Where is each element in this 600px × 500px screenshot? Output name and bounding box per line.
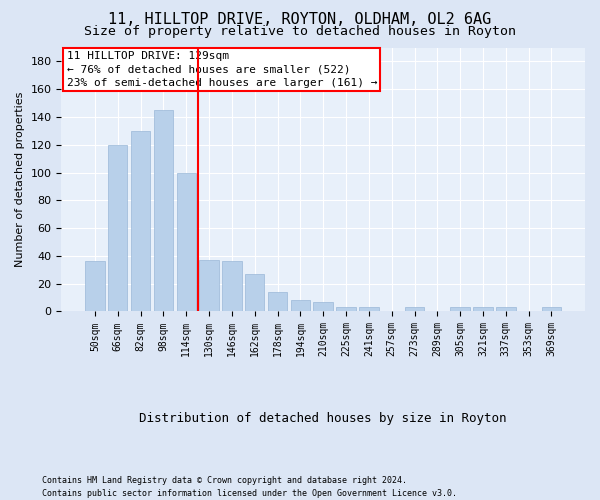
- Bar: [222, 262, 242, 312]
- Bar: [542, 308, 561, 312]
- Bar: [268, 292, 287, 312]
- Text: Contains public sector information licensed under the Open Government Licence v3: Contains public sector information licen…: [42, 488, 457, 498]
- Bar: [451, 308, 470, 312]
- Bar: [337, 308, 356, 312]
- Text: Contains HM Land Registry data © Crown copyright and database right 2024.: Contains HM Land Registry data © Crown c…: [42, 476, 407, 485]
- Bar: [199, 260, 219, 312]
- Text: 11, HILLTOP DRIVE, ROYTON, OLDHAM, OL2 6AG: 11, HILLTOP DRIVE, ROYTON, OLDHAM, OL2 6…: [109, 12, 491, 28]
- Bar: [313, 302, 333, 312]
- Bar: [131, 131, 150, 312]
- Bar: [473, 308, 493, 312]
- Text: 11 HILLTOP DRIVE: 129sqm
← 76% of detached houses are smaller (522)
23% of semi-: 11 HILLTOP DRIVE: 129sqm ← 76% of detach…: [67, 52, 377, 88]
- Bar: [176, 172, 196, 312]
- Text: Size of property relative to detached houses in Royton: Size of property relative to detached ho…: [84, 25, 516, 38]
- Bar: [290, 300, 310, 312]
- Bar: [154, 110, 173, 312]
- Bar: [496, 308, 515, 312]
- Y-axis label: Number of detached properties: Number of detached properties: [15, 92, 25, 267]
- Bar: [359, 308, 379, 312]
- X-axis label: Distribution of detached houses by size in Royton: Distribution of detached houses by size …: [139, 412, 507, 425]
- Bar: [108, 145, 127, 312]
- Bar: [405, 308, 424, 312]
- Bar: [85, 262, 104, 312]
- Bar: [245, 274, 265, 312]
